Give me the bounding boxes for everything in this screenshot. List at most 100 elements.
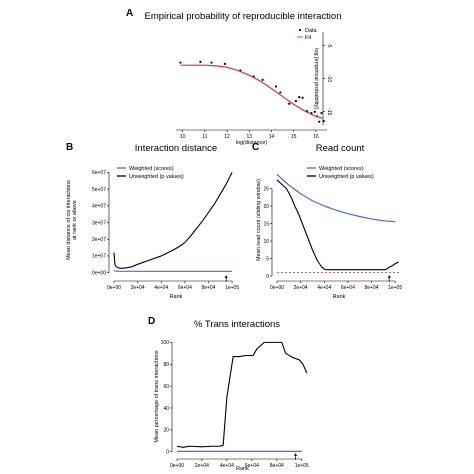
y-tick-label: 25 [263,186,269,192]
data-point [199,60,202,63]
x-tick-label: 13 [246,134,252,140]
panel-label: C [252,142,259,153]
y-tick-label: 15 [263,221,269,227]
chart-title: Empirical probability of reproducible in… [145,11,342,22]
legend-entry: Unweighted (p values) [319,174,374,180]
x-tick-label: 4e+04 [154,285,168,291]
data-point [294,99,298,103]
data-point [322,119,325,123]
x-tick-label: 2e+04 [294,285,308,291]
x-axis-label: log(distance) [236,140,268,146]
chart-title: Interaction distance [135,143,217,154]
x-tick-label: 12 [224,134,230,140]
data-point [179,61,182,64]
y-tick-label: 0 [266,274,269,280]
y-tick-label: 5 [266,256,269,262]
x-tick-label: 8e+04 [364,285,378,291]
y-tick-label: 0e+00 [92,270,106,276]
legend-entry: Weighted (scores) [129,166,174,172]
y-tick-label: 6e+07 [92,170,106,176]
legend-entry: Unweighted (p values) [129,174,184,180]
x-axis-label: Rank [236,466,249,472]
data-point [320,111,323,115]
y-tick-label: 3e+07 [92,220,106,226]
y-axis-label: Mean read count (sliding window) [256,179,262,261]
x-tick-label: 11 [202,134,207,140]
rank-marker-arrowhead [224,275,228,278]
y-tick-label: -10 [326,75,332,82]
data-point [318,120,321,123]
y-axis-label: Mean distance of cis interactionsat rank… [66,180,78,260]
legend-entry: Fit [305,35,312,41]
y-tick-label: 60 [163,384,169,390]
series-line-weighted-scores- [113,270,233,272]
panel-label: B [66,142,73,153]
y-tick-label: 40 [163,406,169,412]
legend-marker [298,28,302,32]
y-axis-label: log [empirical probability] [313,48,319,109]
x-tick-label: 10 [180,134,186,140]
legend-entry: Data [305,28,318,34]
data-point [301,96,304,99]
x-tick-label: 1e+05 [295,463,309,469]
rank-marker-arrowhead [294,453,298,456]
data-point [288,102,291,105]
x-tick-label: 6e+04 [245,463,259,469]
series-line-unweighted-p-values- [113,172,233,269]
y-tick-label: -15 [326,108,332,115]
x-tick-label: 14 [269,134,275,140]
x-tick-label: 0e+00 [107,285,121,291]
x-tick-label: 16 [313,134,319,140]
data-point [261,78,264,81]
y-axis-label-line: at rank or above [72,200,78,240]
x-tick-label: 1e+05 [225,285,239,291]
data-point [274,85,278,88]
data-point [210,61,213,64]
x-tick-label: 15 [291,134,297,140]
x-tick-label: 8e+04 [270,463,284,469]
y-tick-label: -5 [326,43,332,48]
series-line-weighted-scores- [276,174,396,223]
data-point [298,96,301,99]
y-tick-label: 20 [263,204,269,210]
x-axis-label: Rank [333,294,346,300]
x-tick-label: 8e+04 [201,285,215,291]
x-tick-label: 6e+04 [178,285,192,291]
data-point [313,110,316,113]
series-line-unweighted-p-values- [176,341,308,448]
data-point [279,91,282,94]
series-line-fit [180,64,323,119]
x-tick-label: 0e+00 [170,463,184,469]
y-axis-label: Mean percentage of trans interactions [154,350,160,443]
data-point [223,62,226,65]
x-tick-label: 0e+00 [270,285,284,291]
y-tick-label: 5e+07 [92,187,106,193]
panel-d: D % Trans interactions 0e+00 2e+04 4e+04 6e+0… [148,316,309,472]
y-axis-label-line: Mean distance of cis interactions [66,180,72,260]
panel-a: A Empirical probability of reproducible i… [126,8,341,146]
legend-entry: Weighted (scores) [319,166,364,172]
y-tick-label: 20 [163,428,169,434]
panel-c: C Read count 0e+00 2e+04 4e+04 6e+04 8e+04 1e+0… [252,142,402,300]
panel-label: A [126,8,133,19]
x-axis-label: Rank [170,294,183,300]
y-tick-label: 2e+07 [92,237,106,243]
x-tick-label: 2e+04 [195,463,209,469]
y-tick-label: 100 [161,340,170,346]
panel-label: D [148,316,155,327]
panel-b: B Interaction distance 0e+00 2e+04 4e+04 6e+0… [66,142,239,300]
y-tick-label: 10 [263,239,269,245]
series-line-unweighted-p-values- [276,179,399,271]
x-tick-label: 6e+04 [341,285,355,291]
x-tick-label: 2e+04 [131,285,145,291]
y-tick-label: 1e+07 [92,254,106,260]
rank-marker-arrowhead [387,275,391,278]
y-tick-label: 0 [166,450,169,456]
chart-title: % Trans interactions [194,319,280,330]
x-tick-label: 4e+04 [220,463,234,469]
chart-title: Read count [316,143,365,154]
y-tick-label: 4e+07 [92,204,106,210]
y-tick-label: 80 [163,362,169,368]
x-tick-label: 4e+04 [317,285,331,291]
